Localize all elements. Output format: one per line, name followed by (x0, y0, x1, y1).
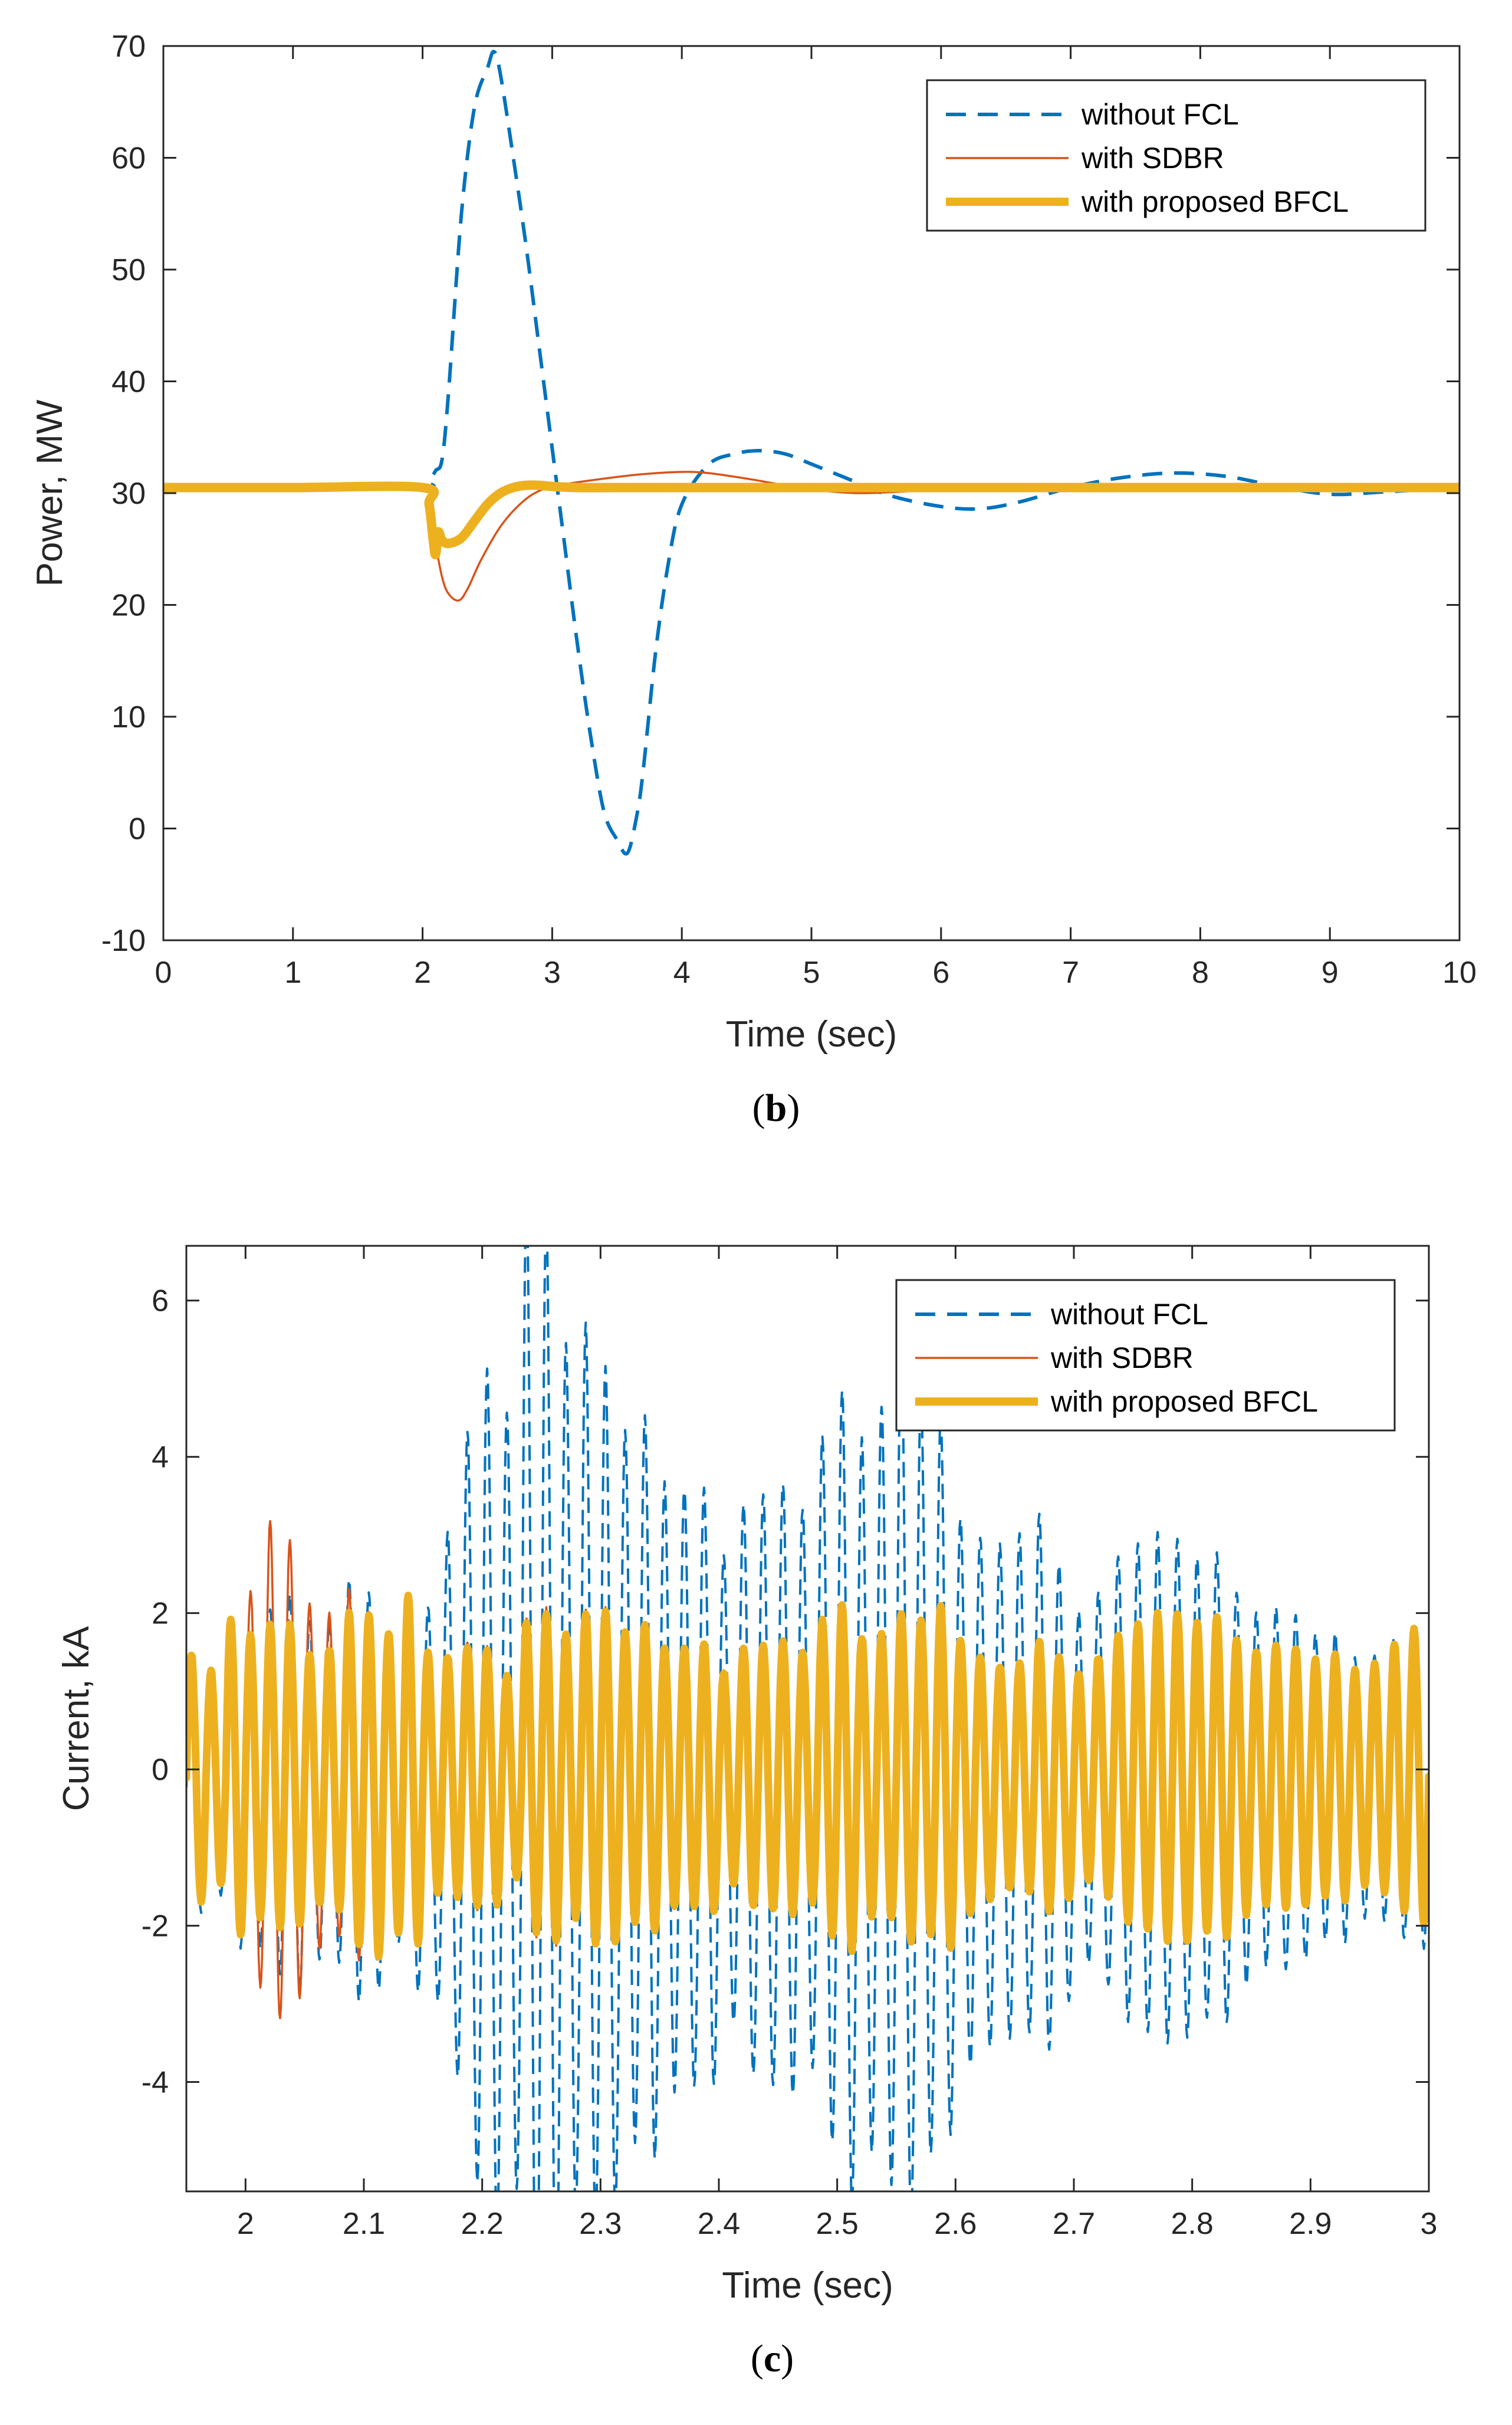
y-tick-label: 20 (111, 589, 146, 623)
x-tick-label: 8 (1192, 956, 1209, 990)
series-group (163, 50, 1460, 856)
y-axis-label: Current, kA (56, 1626, 97, 1811)
figure-caption: (c) (751, 2337, 794, 2380)
x-tick-label: 2.8 (1171, 2207, 1214, 2241)
x-tick-label: 0 (155, 956, 172, 990)
x-tick-label: 2.6 (934, 2207, 977, 2241)
x-tick-label: 5 (803, 956, 820, 990)
y-tick-label: 2 (152, 1597, 169, 1631)
series-line-with-proposed-bfcl (163, 480, 1460, 560)
axes-box (185, 1245, 1430, 2193)
x-tick-label: 2 (414, 956, 431, 990)
legend: without FCL with SDBR with proposed BFCL (926, 79, 1426, 232)
legend-label: without FCL (1081, 98, 1239, 131)
y-tick-label: 4 (152, 1440, 169, 1475)
x-axis-label: Time (sec) (726, 1014, 897, 1055)
x-tick-label: 2.3 (579, 2207, 622, 2241)
y-tick-label: 60 (111, 142, 146, 176)
legend-label: with SDBR (1081, 142, 1224, 175)
series-group (186, 1246, 1429, 2191)
y-axis-label: Power, MW (29, 399, 70, 586)
legend-label: with proposed BFCL (1081, 185, 1349, 218)
series-line-with-proposed-bfcl (186, 1591, 1429, 1961)
x-tick-label: 9 (1322, 956, 1339, 990)
y-tick-label: -2 (142, 1909, 169, 1944)
legend-label: with proposed BFCL (1050, 1385, 1318, 1418)
legend-label: with SDBR (1050, 1341, 1194, 1374)
x-tick-label: 7 (1062, 956, 1079, 990)
x-tick-label: 2.4 (698, 2207, 740, 2241)
y-tick-label: 10 (111, 700, 146, 734)
chart-b-power: 0 1 2 3 4 5 6 7 8 9 10 -10 0 10 20 30 40 50 60 70 Time (sec)… (29, 29, 1477, 1130)
legend: without FCL with SDBR with proposed BFCL (895, 1279, 1396, 1432)
x-tick-label: 2.1 (343, 2207, 385, 2241)
x-axis-label: Time (sec) (722, 2265, 893, 2306)
y-tick-label: 0 (152, 1753, 169, 1787)
y-tick-label: 40 (111, 365, 146, 399)
y-tick-label: 30 (111, 477, 146, 511)
chart-c-current: 2 2.1 2.2 2.3 2.4 2.5 2.6 2.7 2.8 2.9 3 -4 -2 0 2 4 6 Tim… (56, 1245, 1438, 2380)
x-tick-label: 2.9 (1289, 2207, 1332, 2241)
legend-label: without FCL (1050, 1298, 1208, 1331)
x-tick-label: 2 (237, 2207, 254, 2241)
y-tick-label: 50 (111, 253, 146, 287)
y-tick-label: -10 (101, 924, 146, 958)
x-tick-label: 3 (544, 956, 561, 990)
x-tick-label: 3 (1421, 2207, 1438, 2241)
y-tick-label: -4 (142, 2066, 169, 2100)
y-tick-label: 6 (152, 1284, 169, 1318)
x-tick-label: 2.5 (816, 2207, 859, 2241)
x-tick-label: 2.7 (1053, 2207, 1095, 2241)
x-tick-label: 10 (1442, 956, 1477, 990)
x-tick-label: 2.2 (461, 2207, 504, 2241)
figure-caption: (b) (752, 1087, 800, 1130)
series-line-without-fcl (163, 50, 1460, 856)
x-tick-label: 6 (932, 956, 949, 990)
x-tick-label: 4 (673, 956, 691, 990)
y-tick-label: 0 (129, 812, 146, 846)
x-tick-label: 1 (284, 956, 301, 990)
y-tick-label: 70 (111, 29, 146, 64)
